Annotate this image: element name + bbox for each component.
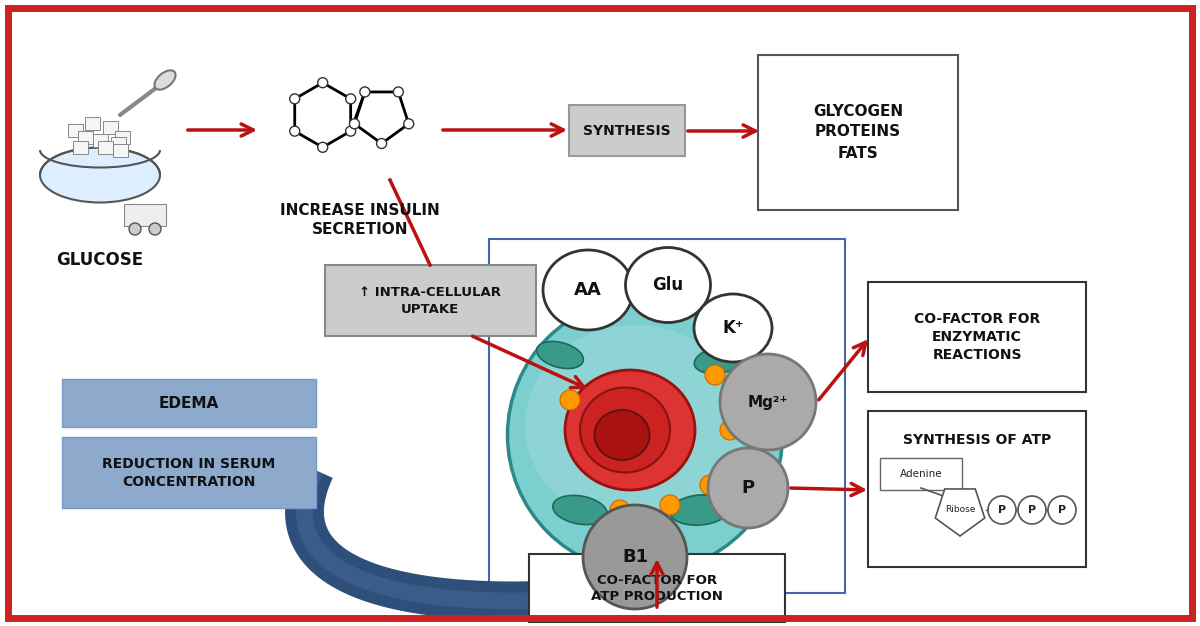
Text: INCREASE INSULIN
SECRETION: INCREASE INSULIN SECRETION (280, 203, 440, 237)
Circle shape (706, 365, 725, 385)
Circle shape (988, 496, 1016, 524)
FancyBboxPatch shape (868, 411, 1086, 567)
Ellipse shape (594, 410, 649, 460)
Circle shape (660, 495, 680, 515)
Text: Adenine: Adenine (900, 469, 942, 479)
FancyBboxPatch shape (325, 265, 536, 336)
Ellipse shape (155, 70, 175, 90)
Ellipse shape (694, 294, 772, 362)
Text: SYNTHESIS: SYNTHESIS (583, 124, 671, 138)
Circle shape (130, 223, 142, 235)
Ellipse shape (565, 370, 695, 490)
Text: ↑ INTRA-CELLULAR
UPTAKE: ↑ INTRA-CELLULAR UPTAKE (359, 286, 502, 316)
Circle shape (1048, 496, 1076, 524)
Ellipse shape (40, 148, 160, 202)
FancyBboxPatch shape (84, 116, 100, 130)
Ellipse shape (553, 495, 607, 525)
Ellipse shape (536, 341, 583, 369)
Circle shape (560, 390, 580, 410)
FancyBboxPatch shape (880, 458, 962, 490)
Circle shape (394, 87, 403, 97)
Text: EDEMA: EDEMA (158, 396, 220, 411)
Text: CO-FACTOR FOR
ATP PRODUCTION: CO-FACTOR FOR ATP PRODUCTION (592, 573, 722, 602)
Text: P: P (998, 505, 1006, 515)
Circle shape (360, 87, 370, 97)
Circle shape (149, 223, 161, 235)
Text: P: P (1028, 505, 1036, 515)
Text: AA: AA (574, 281, 602, 299)
Polygon shape (935, 489, 985, 536)
Circle shape (349, 119, 360, 129)
Text: Ribose: Ribose (944, 506, 976, 515)
Circle shape (289, 94, 300, 104)
Text: K⁺: K⁺ (722, 319, 744, 337)
Circle shape (720, 420, 740, 440)
FancyBboxPatch shape (529, 554, 785, 622)
FancyBboxPatch shape (124, 204, 166, 226)
Text: Mg²⁺: Mg²⁺ (748, 394, 788, 409)
Circle shape (346, 126, 355, 136)
Circle shape (289, 126, 300, 136)
FancyBboxPatch shape (114, 130, 130, 143)
Text: P: P (1058, 505, 1066, 515)
FancyBboxPatch shape (97, 140, 113, 153)
Text: GLYCOGEN
PROTEINS
FATS: GLYCOGEN PROTEINS FATS (812, 103, 904, 160)
FancyBboxPatch shape (72, 140, 88, 153)
FancyBboxPatch shape (569, 105, 685, 156)
Circle shape (377, 138, 386, 148)
FancyBboxPatch shape (758, 55, 958, 210)
FancyBboxPatch shape (102, 120, 118, 133)
FancyBboxPatch shape (62, 379, 316, 427)
Circle shape (1018, 496, 1046, 524)
Ellipse shape (542, 250, 634, 330)
Ellipse shape (625, 247, 710, 322)
Ellipse shape (508, 297, 782, 573)
Circle shape (720, 354, 816, 450)
Text: P: P (742, 479, 755, 497)
Ellipse shape (526, 325, 745, 525)
FancyBboxPatch shape (113, 143, 127, 156)
Circle shape (403, 119, 414, 129)
Text: B1: B1 (622, 548, 648, 566)
Circle shape (318, 78, 328, 88)
FancyBboxPatch shape (67, 123, 83, 136)
FancyBboxPatch shape (110, 136, 126, 150)
Circle shape (708, 448, 788, 528)
Circle shape (318, 142, 328, 152)
Circle shape (700, 475, 720, 495)
FancyBboxPatch shape (868, 282, 1086, 392)
Circle shape (583, 505, 686, 609)
Text: SYNTHESIS OF ATP: SYNTHESIS OF ATP (902, 433, 1051, 447)
FancyBboxPatch shape (62, 437, 316, 508)
Text: Glu: Glu (653, 276, 684, 294)
FancyBboxPatch shape (78, 130, 92, 143)
Ellipse shape (670, 495, 730, 525)
Text: REDUCTION IN SERUM
CONCENTRATION: REDUCTION IN SERUM CONCENTRATION (102, 457, 276, 489)
Text: GLUCOSE: GLUCOSE (56, 251, 144, 269)
Circle shape (346, 94, 355, 104)
Text: CO-FACTOR FOR
ENZYMATIC
REACTIONS: CO-FACTOR FOR ENZYMATIC REACTIONS (914, 312, 1040, 362)
Circle shape (610, 500, 630, 520)
Ellipse shape (580, 387, 670, 473)
FancyBboxPatch shape (490, 239, 845, 593)
Ellipse shape (695, 346, 745, 374)
FancyBboxPatch shape (92, 133, 108, 146)
